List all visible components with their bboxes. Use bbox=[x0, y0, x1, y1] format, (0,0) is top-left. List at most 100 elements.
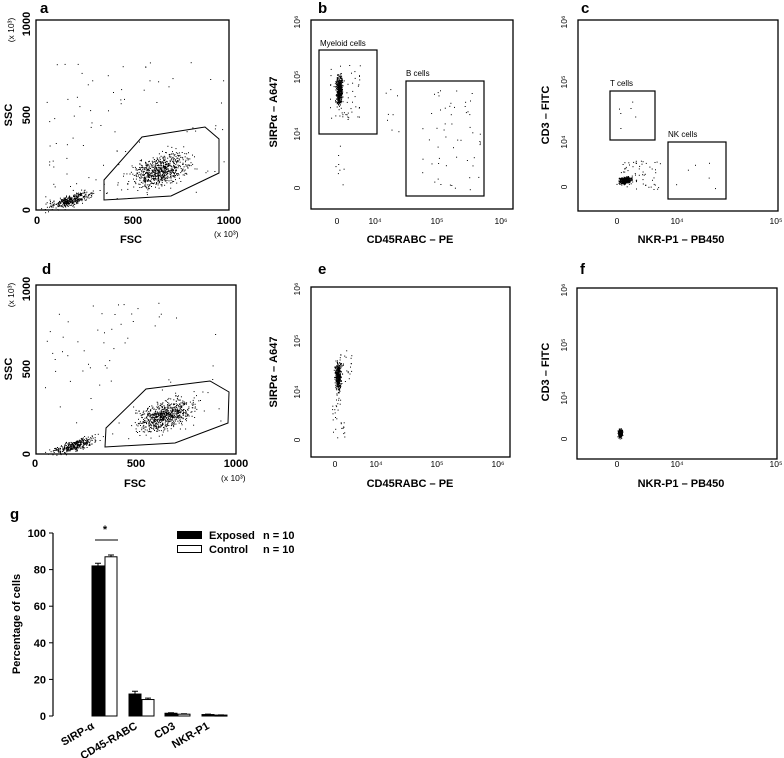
svg-text:10⁵: 10⁵ bbox=[292, 71, 302, 84]
svg-text:0: 0 bbox=[21, 207, 33, 213]
svg-text:1000: 1000 bbox=[217, 215, 241, 227]
panel-b: b 10⁶ 10⁵ 10⁴ 0 SIRPα – A647 0 10⁴ 10⁵ 1… bbox=[268, 0, 514, 246]
svg-text:1000: 1000 bbox=[21, 12, 33, 36]
svg-text:10⁵: 10⁵ bbox=[770, 216, 783, 226]
g-ytick: 100 bbox=[28, 528, 46, 540]
panel-a-xlabel: FSC bbox=[120, 234, 142, 246]
svg-text:10⁴: 10⁴ bbox=[368, 216, 381, 226]
panel-d: d 1000 500 0 (x 10³) SSC 0 500 1000 (x 1… bbox=[3, 261, 248, 490]
bar-exposed bbox=[201, 714, 215, 717]
svg-text:SIRPα – A647: SIRPα – A647 bbox=[268, 77, 280, 148]
g-ytick: 60 bbox=[34, 601, 46, 613]
svg-text:b: b bbox=[318, 0, 327, 17]
svg-text:CD3 – FITC: CD3 – FITC bbox=[540, 86, 552, 145]
bar-control bbox=[141, 699, 155, 717]
svg-text:500: 500 bbox=[127, 458, 145, 470]
svg-text:10⁵: 10⁵ bbox=[559, 76, 569, 89]
svg-text:10⁵: 10⁵ bbox=[770, 459, 783, 469]
svg-text:10⁵: 10⁵ bbox=[292, 335, 302, 348]
svg-text:10⁵: 10⁵ bbox=[431, 459, 444, 469]
bar-control bbox=[177, 713, 191, 717]
svg-text:0: 0 bbox=[292, 437, 302, 442]
svg-text:CD45RABC – PE: CD45RABC – PE bbox=[367, 478, 454, 490]
svg-text:n = 10: n = 10 bbox=[263, 530, 295, 542]
svg-text:0: 0 bbox=[615, 216, 620, 226]
svg-text:0: 0 bbox=[32, 458, 38, 470]
svg-text:10⁶: 10⁶ bbox=[492, 459, 505, 469]
svg-text:NKR-P1 – PB450: NKR-P1 – PB450 bbox=[638, 234, 725, 246]
svg-text:1000: 1000 bbox=[224, 458, 248, 470]
bar-exposed bbox=[128, 693, 142, 717]
legend-swatch-exposed bbox=[177, 531, 202, 539]
svg-text:(x 10³): (x 10³) bbox=[221, 473, 246, 483]
g-ylabel: Percentage of cells bbox=[11, 574, 23, 674]
panel-g: g 0 20 40 60 80 100 Percentage of cells * Exp… bbox=[10, 506, 295, 758]
svg-text:0: 0 bbox=[21, 451, 33, 457]
svg-text:g: g bbox=[10, 506, 19, 523]
svg-text:d: d bbox=[42, 261, 51, 278]
svg-text:Exposed: Exposed bbox=[209, 530, 255, 542]
svg-text:10⁴: 10⁴ bbox=[292, 385, 302, 398]
gate-nk-cells: NK cells bbox=[668, 130, 697, 139]
g-ytick: 80 bbox=[34, 565, 46, 577]
svg-text:0: 0 bbox=[335, 216, 340, 226]
svg-text:CD3 – FITC: CD3 – FITC bbox=[540, 343, 552, 402]
legend: Exposed Control n = 10 n = 10 bbox=[177, 530, 295, 556]
svg-text:10⁴: 10⁴ bbox=[369, 459, 382, 469]
bar-control bbox=[104, 556, 118, 717]
svg-text:500: 500 bbox=[21, 106, 33, 124]
svg-text:10⁴: 10⁴ bbox=[292, 127, 302, 140]
legend-swatch-control bbox=[177, 545, 202, 553]
svg-text:10⁶: 10⁶ bbox=[292, 16, 302, 29]
svg-text:0: 0 bbox=[333, 459, 338, 469]
svg-text:SIRPα – A647: SIRPα – A647 bbox=[268, 337, 280, 408]
svg-text:n = 10: n = 10 bbox=[263, 544, 295, 556]
g-ytick: 0 bbox=[40, 711, 46, 723]
svg-text:0: 0 bbox=[559, 184, 569, 189]
svg-text:10⁵: 10⁵ bbox=[431, 216, 444, 226]
svg-text:10⁶: 10⁶ bbox=[559, 284, 569, 297]
svg-text:10⁶: 10⁶ bbox=[559, 16, 569, 29]
svg-text:SSC: SSC bbox=[3, 358, 15, 381]
significance-star: * bbox=[103, 524, 108, 536]
panel-a-ylabel: SSC bbox=[3, 104, 15, 127]
svg-text:0: 0 bbox=[292, 185, 302, 190]
panel-c: c 10⁶ 10⁵ 10⁴ 0 CD3 – FITC 0 10⁴ 10⁵ NKR… bbox=[540, 0, 782, 246]
g-xtick: NKR-P1 bbox=[170, 720, 211, 751]
panel-e: e 10⁶ 10⁵ 10⁴ 0 SIRPα – A647 0 10⁴ 10⁵ 1… bbox=[268, 261, 511, 490]
svg-text:0: 0 bbox=[559, 436, 569, 441]
svg-text:10⁴: 10⁴ bbox=[559, 135, 569, 148]
svg-text:c: c bbox=[581, 0, 589, 17]
svg-text:10⁵: 10⁵ bbox=[559, 339, 569, 352]
svg-text:0: 0 bbox=[615, 459, 620, 469]
svg-text:NKR-P1 – PB450: NKR-P1 – PB450 bbox=[638, 478, 725, 490]
panel-a: a 1000 500 0 (x 10³) SSC 0 500 1000 (x 1… bbox=[3, 0, 241, 246]
svg-text:10⁶: 10⁶ bbox=[495, 216, 508, 226]
panel-a-label: a bbox=[40, 0, 49, 17]
gate-b-cells: B cells bbox=[406, 69, 430, 78]
svg-text:10⁴: 10⁴ bbox=[670, 459, 683, 469]
gate-myeloid-cells: Myeloid cells bbox=[320, 39, 366, 48]
svg-text:500: 500 bbox=[124, 215, 142, 227]
svg-text:(x 10³): (x 10³) bbox=[6, 18, 16, 43]
svg-text:(x 10³): (x 10³) bbox=[214, 229, 239, 239]
svg-text:0: 0 bbox=[34, 215, 40, 227]
bar-exposed bbox=[91, 565, 105, 717]
svg-text:500: 500 bbox=[21, 360, 33, 378]
svg-text:f: f bbox=[580, 261, 586, 278]
g-ytick: 20 bbox=[34, 674, 46, 686]
svg-text:10⁶: 10⁶ bbox=[292, 283, 302, 296]
bar-exposed bbox=[164, 712, 178, 717]
panel-f: f 10⁶ 10⁵ 10⁴ 0 CD3 – FITC 0 10⁴ 10⁵ NKR… bbox=[540, 261, 782, 490]
gate-t-cells: T cells bbox=[610, 79, 633, 88]
svg-text:FSC: FSC bbox=[124, 478, 146, 490]
svg-text:Control: Control bbox=[209, 544, 248, 556]
svg-text:1000: 1000 bbox=[21, 277, 33, 301]
g-ytick: 40 bbox=[34, 638, 46, 650]
svg-text:CD45RABC – PE: CD45RABC – PE bbox=[367, 234, 454, 246]
svg-text:10⁴: 10⁴ bbox=[559, 391, 569, 404]
svg-text:e: e bbox=[318, 261, 326, 278]
svg-text:(x 10³): (x 10³) bbox=[6, 283, 16, 308]
svg-text:10⁴: 10⁴ bbox=[670, 216, 683, 226]
